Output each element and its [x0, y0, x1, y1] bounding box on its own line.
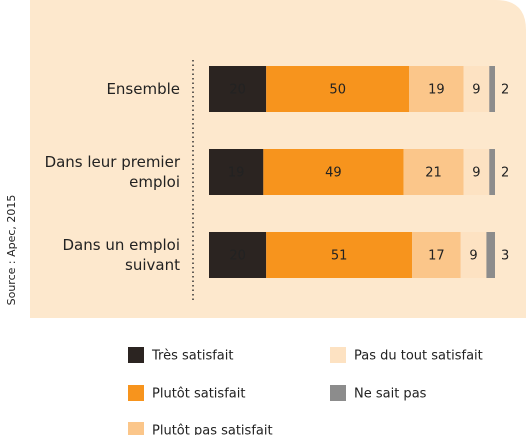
- value-label: 17: [428, 249, 445, 264]
- value-label: 20: [229, 249, 246, 264]
- value-label: 9: [469, 249, 477, 264]
- legend-swatch: [128, 422, 144, 435]
- value-label: 9: [472, 166, 480, 181]
- bar-segment: [403, 149, 464, 195]
- bar-segment: [463, 149, 490, 195]
- bar-segment: [209, 66, 267, 112]
- legend-swatch: [330, 347, 346, 363]
- bar-segment: [409, 66, 464, 112]
- legend-label: Plutôt pas satisfait: [152, 424, 273, 435]
- bar-segment: [209, 232, 267, 278]
- bar-segment: [486, 232, 495, 278]
- bar-segment: [412, 232, 461, 278]
- legend-swatch: [330, 385, 346, 401]
- legend-swatch: [128, 385, 144, 401]
- category-label: Dans un emploi suivant: [62, 236, 181, 274]
- bar-segment: [263, 149, 404, 195]
- bar-segment: [209, 149, 264, 195]
- legend-label: Très satisfait: [151, 349, 233, 364]
- legend-label: Plutôt satisfait: [152, 387, 245, 402]
- legend-swatch: [128, 347, 144, 363]
- value-label: 50: [329, 83, 346, 98]
- value-label: 9: [472, 83, 480, 98]
- category-label: Dans leur premier emploi: [44, 153, 180, 191]
- legend-label: Ne sait pas: [354, 387, 427, 402]
- bar-segment: [463, 66, 490, 112]
- bar-segment: [460, 232, 487, 278]
- category-label: Ensemble: [106, 80, 180, 98]
- value-label: 2: [501, 83, 509, 98]
- bar-segment: [489, 149, 495, 195]
- value-label: 2: [501, 166, 509, 181]
- bar-segment: [266, 232, 413, 278]
- bar-segment: [489, 66, 495, 112]
- value-label: 19: [428, 83, 445, 98]
- value-label: 3: [501, 249, 509, 264]
- legend-label: Pas du tout satisfait: [354, 349, 483, 364]
- value-label: 20: [229, 83, 246, 98]
- value-label: 49: [325, 166, 342, 181]
- bar-segment: [266, 66, 410, 112]
- source: Source : Apec, 2015: [5, 195, 18, 306]
- value-label: 19: [228, 166, 245, 181]
- value-label: 21: [425, 166, 442, 181]
- value-label: 51: [331, 249, 348, 264]
